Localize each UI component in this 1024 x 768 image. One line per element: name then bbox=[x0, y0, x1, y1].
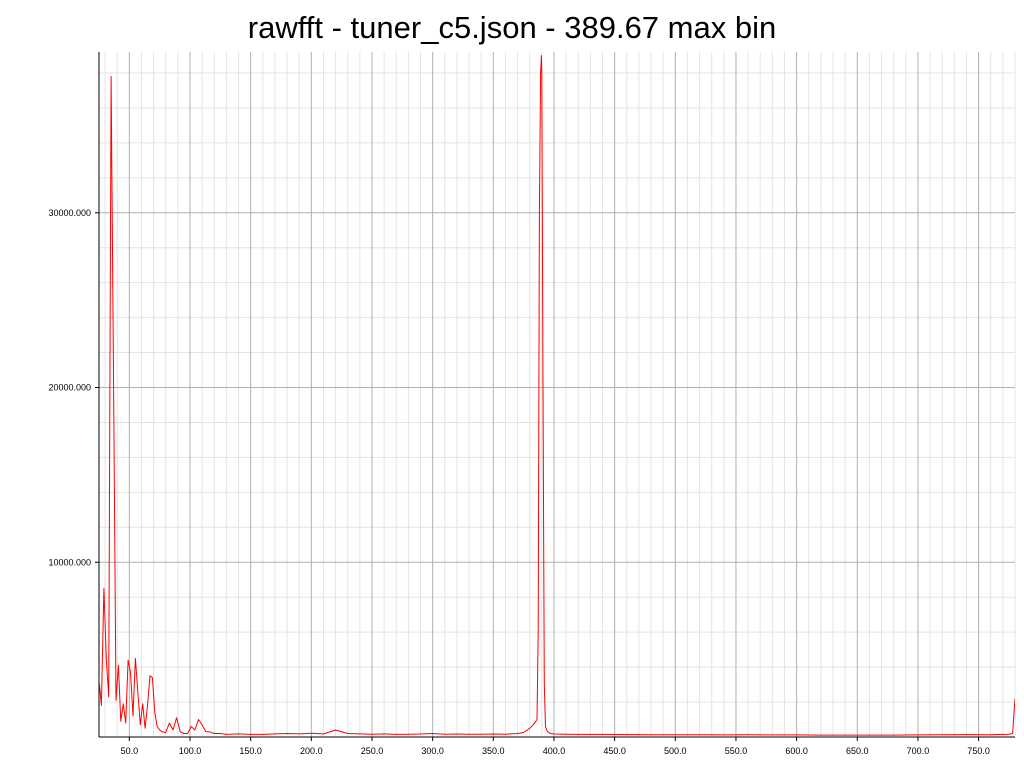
x-tick-label: 500.0 bbox=[664, 746, 687, 756]
x-tick-label: 250.0 bbox=[361, 746, 384, 756]
minor-grid bbox=[99, 52, 1016, 737]
x-tick-label: 550.0 bbox=[725, 746, 748, 756]
x-tick-label: 100.0 bbox=[179, 746, 202, 756]
y-tick-label: 10000.000 bbox=[48, 557, 91, 567]
x-tick-label: 150.0 bbox=[239, 746, 262, 756]
x-tick-label: 600.0 bbox=[785, 746, 808, 756]
x-tick-label: 650.0 bbox=[846, 746, 869, 756]
major-grid bbox=[99, 52, 1015, 737]
series-layer bbox=[99, 55, 1015, 736]
chart-title: rawfft - tuner_c5.json - 389.67 max bin bbox=[247, 10, 777, 45]
axes bbox=[98, 52, 1015, 738]
x-tick-label: 300.0 bbox=[421, 746, 444, 756]
series-line-0 bbox=[99, 55, 1015, 736]
x-tick-label: 750.0 bbox=[967, 746, 990, 756]
y-tick-labels: 10000.000 20000.000 30000.000 bbox=[48, 208, 99, 567]
x-tick-label: 200.0 bbox=[300, 746, 323, 756]
x-tick-labels: 50.0 100.0 150.0 200.0 250.0 300.0 350.0 400.0 4… bbox=[121, 737, 990, 756]
x-tick-label: 450.0 bbox=[603, 746, 626, 756]
y-tick-label: 20000.000 bbox=[48, 383, 91, 393]
x-tick-label: 50.0 bbox=[121, 746, 139, 756]
x-tick-label: 350.0 bbox=[482, 746, 505, 756]
x-tick-label: 400.0 bbox=[543, 746, 566, 756]
x-tick-label: 700.0 bbox=[907, 746, 930, 756]
y-tick-label: 30000.000 bbox=[48, 208, 91, 218]
